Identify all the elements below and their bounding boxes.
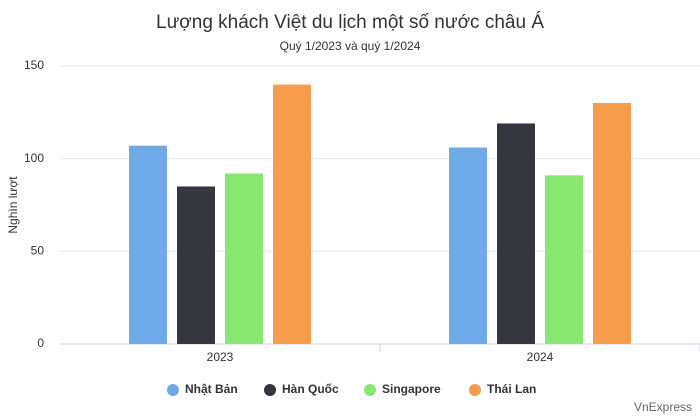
legend-label: Hàn Quốc bbox=[282, 382, 339, 396]
legend-marker bbox=[364, 384, 376, 396]
legend-marker bbox=[469, 384, 481, 396]
bar bbox=[129, 145, 167, 344]
y-tick-label: 0 bbox=[37, 336, 44, 350]
bar bbox=[497, 123, 535, 344]
x-tick-label: 2024 bbox=[527, 350, 554, 364]
bar bbox=[273, 84, 311, 345]
y-axis-label: Nghìn lượt bbox=[6, 176, 20, 234]
y-tick-label: 100 bbox=[24, 151, 44, 165]
legend-label: Thái Lan bbox=[487, 382, 536, 396]
bar bbox=[545, 175, 583, 344]
y-tick-label: 150 bbox=[24, 58, 44, 72]
legend-marker bbox=[264, 384, 276, 396]
y-tick-label: 50 bbox=[31, 244, 45, 258]
bar bbox=[177, 186, 215, 344]
legend-label: Nhật Bản bbox=[185, 382, 238, 396]
bar bbox=[225, 173, 263, 344]
legend-label: Singapore bbox=[382, 382, 441, 396]
legend-marker bbox=[167, 384, 179, 396]
x-tick-label: 2023 bbox=[207, 350, 234, 364]
bar bbox=[449, 147, 487, 344]
credit: VnExpress bbox=[634, 400, 692, 414]
bar bbox=[593, 103, 631, 344]
chart-subtitle: Quý 1/2023 và quý 1/2024 bbox=[280, 39, 421, 53]
chart-title: Lượng khách Việt du lịch một số nước châ… bbox=[156, 12, 544, 33]
